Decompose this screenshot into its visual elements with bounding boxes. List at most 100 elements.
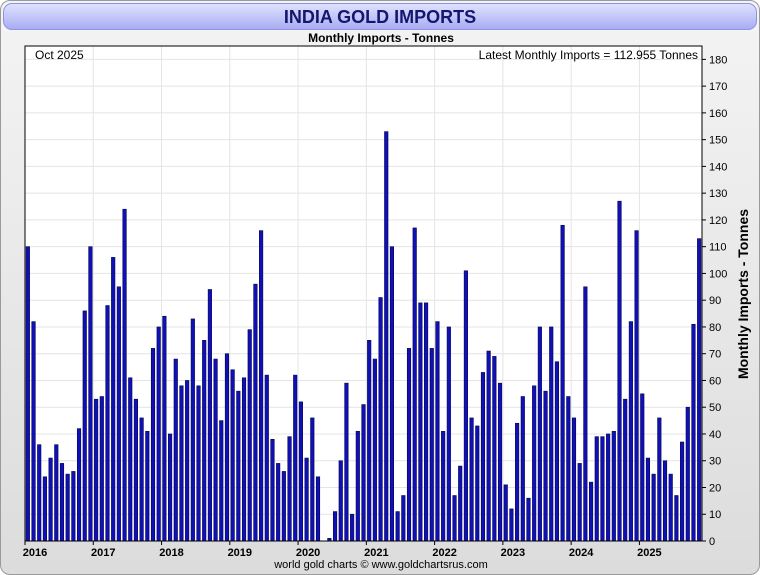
bar xyxy=(429,348,434,542)
bar xyxy=(469,417,474,542)
y-tick-label: 120 xyxy=(709,215,727,227)
bar xyxy=(276,463,281,542)
bar xyxy=(503,484,508,542)
bar xyxy=(133,398,139,542)
bar xyxy=(31,321,36,542)
y-tick-label: 20 xyxy=(709,482,721,494)
bar xyxy=(549,326,554,542)
bar xyxy=(645,457,651,542)
bar xyxy=(42,476,47,542)
bar xyxy=(560,224,565,542)
y-tick-label: 90 xyxy=(709,295,721,307)
bar xyxy=(190,318,195,542)
date-label: Oct 2025 xyxy=(35,48,84,62)
y-tick-label: 50 xyxy=(709,402,721,414)
bar xyxy=(168,433,173,542)
bar xyxy=(259,230,264,542)
bar xyxy=(577,463,582,542)
chart-title: INDIA GOLD IMPORTS xyxy=(283,7,477,27)
bar xyxy=(492,356,497,542)
bar xyxy=(355,430,360,542)
bar xyxy=(611,430,616,542)
bar xyxy=(162,315,167,542)
bar xyxy=(105,305,110,542)
x-tick-label: 2021 xyxy=(364,547,388,559)
bar xyxy=(623,398,628,542)
bar xyxy=(475,425,480,542)
y-tick-label: 100 xyxy=(709,268,727,280)
plot-border xyxy=(24,45,703,542)
bar xyxy=(270,439,275,542)
bar xyxy=(634,230,639,542)
bar xyxy=(338,460,343,542)
bar xyxy=(458,465,463,542)
bar xyxy=(207,289,212,542)
bar xyxy=(566,396,571,542)
bar xyxy=(640,393,645,542)
bar xyxy=(196,385,201,542)
bar xyxy=(594,436,599,542)
bar xyxy=(298,401,303,542)
x-tick-label: 2020 xyxy=(296,547,320,559)
bar xyxy=(571,417,577,542)
bar xyxy=(111,257,116,542)
bar xyxy=(680,441,685,542)
bar xyxy=(543,390,548,542)
y-tick-label: 110 xyxy=(709,242,727,254)
bar xyxy=(628,321,633,542)
bar xyxy=(384,131,389,542)
latest-imports-annotation: Latest Monthly Imports = 112.955 Tonnes xyxy=(479,48,698,62)
bar xyxy=(179,385,184,542)
y-tick-label: 140 xyxy=(709,161,727,173)
bar xyxy=(367,340,372,542)
bar xyxy=(185,380,190,542)
bar xyxy=(293,374,298,542)
bar xyxy=(389,246,395,542)
bar xyxy=(264,374,269,542)
bar xyxy=(520,396,525,542)
y-tick-label: 60 xyxy=(709,375,721,387)
footer-credit: world gold charts © www.goldchartsrus.co… xyxy=(274,559,488,571)
bar xyxy=(685,406,690,542)
y-tick-label: 0 xyxy=(709,536,715,548)
bar xyxy=(344,382,349,542)
y-tick-label: 70 xyxy=(709,349,721,361)
bar xyxy=(224,353,230,542)
bar xyxy=(509,508,514,542)
title-bar: INDIA GOLD IMPORTS xyxy=(3,3,757,30)
bar xyxy=(219,420,224,542)
bar xyxy=(315,476,321,542)
bar xyxy=(378,297,383,542)
bar xyxy=(94,398,99,542)
x-tick-label: 2016 xyxy=(23,547,47,559)
x-tick-label: 2025 xyxy=(637,547,661,559)
bar xyxy=(202,340,207,542)
bar xyxy=(600,436,605,542)
y-tick-label: 160 xyxy=(709,108,727,120)
bar xyxy=(145,430,150,542)
bar xyxy=(230,369,235,542)
bar xyxy=(554,361,559,542)
bar xyxy=(446,326,451,542)
bar xyxy=(37,444,42,542)
bar xyxy=(532,385,537,542)
bar xyxy=(406,348,412,542)
bar xyxy=(88,246,93,542)
bar xyxy=(617,200,622,542)
bar xyxy=(173,358,178,542)
bar xyxy=(82,310,87,542)
bar xyxy=(537,326,542,542)
bar xyxy=(526,497,531,542)
bar xyxy=(515,422,520,542)
bar xyxy=(287,436,292,542)
bar xyxy=(651,473,656,542)
bar xyxy=(48,457,53,542)
x-tick-label: 2019 xyxy=(228,547,252,559)
bar xyxy=(606,433,611,542)
x-tick-label: 2023 xyxy=(501,547,525,559)
y-tick-label: 180 xyxy=(709,54,727,66)
x-tick-label: 2017 xyxy=(91,547,115,559)
bar xyxy=(372,358,377,542)
y-tick-label: 80 xyxy=(709,322,721,334)
